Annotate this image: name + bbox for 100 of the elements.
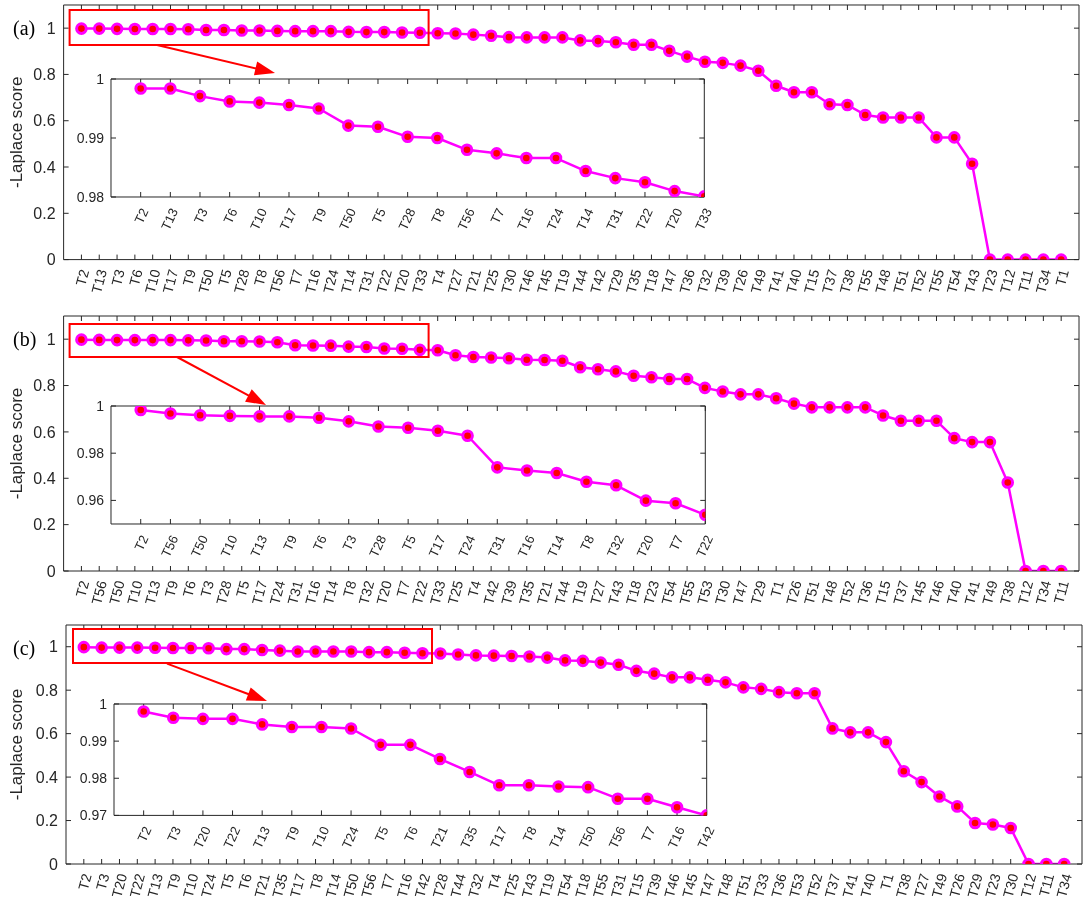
point [134, 82, 147, 95]
y-tick-label: 0.98 [76, 188, 104, 205]
point [469, 649, 483, 662]
y-tick-label: 0.2 [35, 812, 59, 830]
point [579, 164, 592, 178]
point [894, 111, 908, 125]
x-tick-label: T5 [217, 871, 238, 892]
y-tick-label: 0.8 [33, 66, 56, 84]
x-tick-label: T5 [398, 532, 419, 553]
point [505, 649, 518, 663]
x-tick-label: T14 [573, 205, 597, 233]
point [965, 157, 979, 171]
point [986, 818, 1000, 831]
x-tick-label: T13 [250, 823, 274, 851]
point [431, 344, 444, 357]
x-tick-label: T16 [514, 532, 538, 560]
point [843, 726, 857, 739]
point [380, 645, 394, 659]
point [841, 99, 854, 112]
point [573, 361, 587, 374]
y-tick-label: 0.99 [80, 732, 108, 749]
x-tick-label: T20 [662, 205, 686, 233]
x-tick-label: T1 [1052, 267, 1072, 288]
point [371, 120, 384, 134]
x-tick-label: T56 [157, 532, 181, 560]
point [550, 466, 563, 480]
point [493, 778, 506, 792]
point [645, 38, 658, 52]
point [556, 31, 569, 45]
point [395, 26, 409, 40]
point [235, 24, 249, 38]
point [680, 373, 694, 386]
x-tick-label: T3 [108, 267, 128, 288]
point [912, 414, 925, 428]
point [662, 44, 676, 58]
point [769, 392, 783, 405]
point [538, 31, 551, 45]
x-tick-label: T32 [603, 532, 627, 560]
point [647, 667, 661, 680]
point [113, 641, 126, 654]
point [255, 643, 269, 657]
point [75, 22, 88, 36]
y-tick-label: 1 [99, 695, 108, 712]
point [665, 671, 679, 684]
y-tick-label: 0.6 [35, 725, 59, 743]
y-tick-label: 1 [49, 638, 59, 656]
point [520, 353, 534, 367]
point [413, 26, 427, 40]
point [193, 408, 207, 422]
point [134, 406, 147, 417]
y-tick-label: 0.4 [33, 159, 56, 177]
x-tick-label: T16 [513, 205, 537, 233]
point [362, 645, 376, 659]
point [538, 354, 551, 367]
x-tick-label: T2 [74, 871, 95, 892]
point [930, 131, 943, 145]
point [148, 641, 162, 655]
point [772, 685, 786, 699]
point [754, 682, 768, 696]
point [431, 27, 444, 40]
point [217, 335, 231, 348]
y-axis-title: -Laplace score [7, 688, 26, 801]
point [576, 654, 590, 668]
point [413, 343, 427, 357]
point [573, 34, 587, 48]
point [434, 647, 447, 660]
x-tick-label: T13 [247, 532, 271, 560]
x-tick-label: T20 [190, 823, 214, 851]
x-tick-label: T28 [395, 205, 419, 233]
point [790, 686, 804, 700]
x-tick-label: T6 [401, 823, 422, 844]
x-tick-label: T28 [365, 532, 389, 560]
point [431, 424, 444, 438]
x-tick-label: T1 [876, 871, 897, 892]
point [253, 335, 266, 349]
x-tick-label: T31 [484, 532, 508, 560]
point [638, 175, 651, 189]
point [948, 432, 961, 445]
text: (a) [13, 17, 36, 40]
point [95, 641, 108, 654]
point [668, 496, 682, 510]
point [787, 86, 801, 99]
x-tick-label: T36 [676, 267, 698, 296]
x-tick-label: T8 [576, 532, 597, 553]
point [342, 25, 355, 39]
point [401, 130, 414, 144]
point [823, 401, 836, 415]
x-tick-label: T2 [72, 579, 93, 600]
y-tick-label: 1 [46, 331, 56, 349]
point [639, 494, 652, 507]
point [947, 131, 961, 145]
x-tick-label: T20 [633, 532, 657, 560]
x-tick-label: T7 [487, 205, 508, 226]
point [75, 333, 88, 347]
x-tick-label: T8 [306, 871, 327, 892]
y-tick-label: 0.8 [33, 377, 56, 395]
x-tick-label: T6 [179, 579, 200, 600]
y-tick-label: 0.98 [80, 769, 108, 786]
point [451, 648, 465, 661]
point [306, 25, 320, 38]
